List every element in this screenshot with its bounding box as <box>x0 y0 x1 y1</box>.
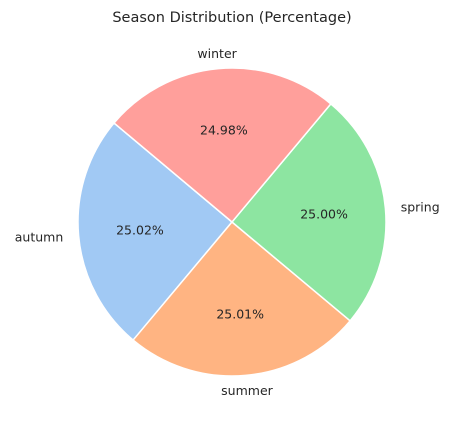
pie-slice-spring <box>231 103 387 322</box>
pie-slice-winter <box>113 67 332 223</box>
slice-percent-winter: 24.98% <box>200 122 248 137</box>
pie-slice-summer <box>132 221 351 377</box>
pie-slices <box>77 67 387 377</box>
slice-percent-summer: 25.01% <box>216 307 264 322</box>
slice-percent-autumn: 25.02% <box>116 223 164 238</box>
pie-labels: autumn 25.02% summer 25.01% spring 25.00% wint… <box>15 46 440 398</box>
pie-slice-autumn <box>77 122 233 341</box>
slice-percent-spring: 25.00% <box>300 206 348 221</box>
chart-title: Season Distribution (Percentage) <box>112 10 351 26</box>
slice-label-autumn: autumn <box>15 229 64 244</box>
slice-label-winter: winter <box>197 46 237 61</box>
slice-label-spring: spring <box>401 199 440 214</box>
slice-label-summer: summer <box>221 383 273 398</box>
